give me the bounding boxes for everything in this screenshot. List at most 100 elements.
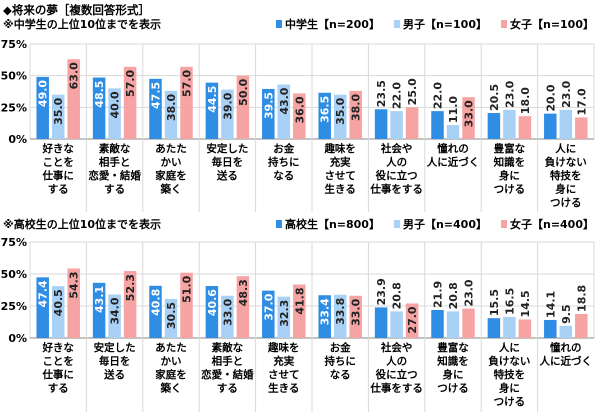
data-label: 38.0 [350, 94, 363, 121]
data-label: 36.0 [293, 96, 306, 123]
data-label: 9.5 [560, 304, 573, 324]
category-label: 負けない [488, 355, 530, 368]
legend-swatch [275, 220, 282, 228]
category-label: 人に近づく [427, 156, 480, 169]
data-label: 23.0 [560, 80, 573, 107]
category-label: 身に [555, 183, 576, 196]
data-label: 43.1 [93, 286, 106, 313]
legend-label: 高校生【n=800】 [285, 217, 380, 231]
legend-label: 男子【n=400】 [403, 218, 487, 231]
bar [51, 94, 65, 139]
category-label: 人に [555, 142, 576, 155]
category-label: 恋愛・結婚 [88, 169, 141, 182]
legend-label: 女子【n=100】 [510, 17, 594, 31]
data-label: 40.5 [52, 289, 65, 316]
category-label: 人の [386, 156, 407, 169]
data-label: 16.5 [503, 288, 516, 315]
category-label: つける [494, 396, 526, 408]
category-label: 人に [499, 341, 520, 354]
bar [487, 113, 501, 139]
category-label: させて [324, 170, 356, 182]
category-label: お金 [330, 341, 351, 354]
data-label: 17.0 [575, 88, 588, 115]
bar [544, 319, 557, 338]
y-tick-label: 75% [1, 38, 27, 51]
data-label: 22.0 [432, 82, 445, 109]
category-label: 豊富な [437, 341, 469, 354]
data-label: 33.8 [334, 298, 347, 325]
category-label: なる [330, 369, 351, 381]
data-label: 25.0 [406, 78, 419, 105]
data-label: 34.0 [109, 297, 122, 324]
bar [277, 296, 291, 338]
bar [518, 319, 532, 338]
bar [559, 109, 573, 139]
category-label: つける [494, 184, 526, 196]
data-label: 23.9 [375, 278, 388, 305]
bar [92, 77, 106, 139]
data-label: 38.0 [165, 94, 178, 121]
bar [462, 308, 475, 338]
data-label: 33.4 [319, 298, 332, 325]
y-tick-label: 50% [1, 70, 27, 83]
bar [221, 295, 234, 338]
bar [431, 111, 444, 139]
data-label: 63.0 [68, 62, 81, 89]
category-label: 社会や [380, 142, 413, 155]
data-label: 39.5 [262, 92, 275, 119]
data-label: 20.8 [391, 282, 404, 309]
data-label: 37.0 [262, 293, 275, 320]
bar [262, 88, 275, 139]
category-label: 送る [103, 368, 125, 381]
data-label: 33.0 [463, 100, 476, 127]
bar [236, 276, 250, 338]
bar [431, 309, 444, 338]
data-label: 30.5 [165, 302, 178, 329]
category-label: あたた [155, 142, 187, 155]
data-label: 54.3 [68, 271, 81, 298]
legend-swatch [393, 220, 400, 228]
bar [108, 294, 121, 338]
data-label: 52.3 [124, 274, 137, 301]
legend-swatch [275, 20, 282, 28]
legend-label: 女子【n=400】 [510, 217, 594, 231]
category-label: 築く [160, 382, 182, 395]
category-label: かい [161, 157, 182, 169]
bar [349, 90, 362, 139]
data-label: 18.0 [519, 87, 532, 114]
category-label: 家庭を [155, 368, 187, 381]
category-label: 持ちに [324, 355, 356, 368]
category-label: 仕事に [41, 368, 74, 381]
data-label: 50.0 [237, 78, 250, 105]
legend-label: 男子【n=100】 [403, 18, 487, 31]
category-label: つける [437, 383, 469, 395]
bar [262, 290, 275, 338]
data-label: 40.6 [206, 289, 219, 316]
legend-label: 中学生【n=200】 [285, 17, 380, 31]
data-label: 35.0 [52, 97, 65, 124]
data-label: 23.0 [463, 279, 476, 306]
data-label: 20.8 [447, 282, 460, 309]
data-label: 20.5 [488, 84, 501, 111]
category-label: 相手と [99, 156, 131, 169]
bar [318, 295, 331, 338]
legend-swatch [500, 20, 507, 28]
category-label: 役に立つ [375, 368, 418, 381]
data-label: 14.1 [544, 291, 557, 318]
category-label: させて [268, 369, 300, 381]
data-label: 23.0 [503, 80, 516, 107]
data-label: 33.0 [350, 298, 363, 325]
category-label: 身に [443, 368, 464, 381]
data-label: 57.0 [124, 69, 137, 96]
y-tick-label: 0% [8, 332, 27, 345]
bar [518, 116, 532, 139]
category-label: 毎日を [99, 355, 131, 368]
bar [205, 286, 219, 338]
data-label: 18.8 [575, 285, 588, 312]
bar [293, 284, 306, 338]
bar [503, 316, 516, 338]
category-label: 仕事に [41, 169, 74, 182]
data-label: 20.0 [544, 84, 557, 111]
data-label: 40.8 [150, 289, 163, 316]
